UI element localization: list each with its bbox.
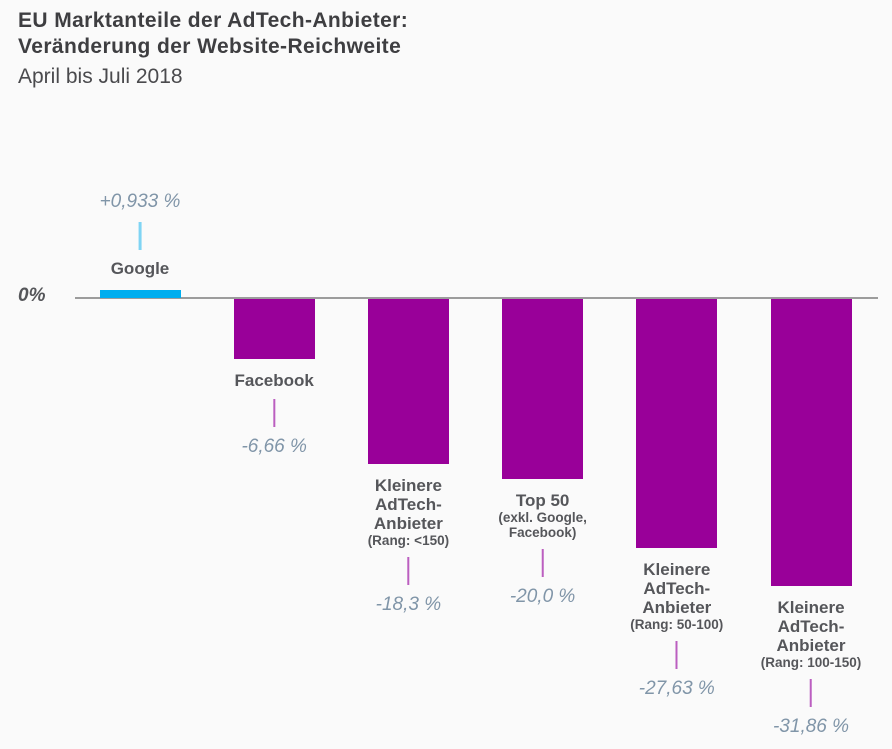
bar-label: Facebook	[234, 371, 314, 390]
value-connector-line	[675, 641, 678, 669]
annotation-google: +0,933 % Google	[100, 191, 181, 278]
bar-label: Anbieter	[776, 636, 846, 655]
bar-sublabel: (Rang: 50-100)	[630, 617, 724, 632]
bar-label: Top 50	[515, 491, 570, 510]
bar-sublabel: (exkl. Google,	[498, 510, 587, 525]
bar-value-label: -27,63 %	[638, 678, 715, 699]
annotation-top-50-exkl-google-facebook: Top 50 (exkl. Google, Facebook) -20,0 %	[498, 491, 587, 608]
bar-label: Anbieter	[373, 514, 443, 533]
bar-label: AdTech-	[375, 495, 442, 514]
chart-header: EU Marktanteile der AdTech-Anbieter: Verä…	[18, 8, 408, 89]
bar-label: Google	[110, 259, 170, 278]
bar-top-50-exkl-google-facebook	[502, 299, 583, 479]
value-connector-line	[407, 557, 410, 585]
bar-value-label: +0,933 %	[99, 191, 181, 212]
bar-label: Anbieter	[642, 598, 712, 617]
bar-value-label: -20,0 %	[509, 586, 576, 607]
bar-label: Kleinere	[777, 598, 845, 617]
value-connector-line	[273, 399, 276, 427]
chart-title: EU Marktanteile der AdTech-Anbieter: Verä…	[18, 8, 408, 60]
chart-title-line2: Veränderung der Website-Reichweite	[18, 35, 402, 58]
zero-axis-line	[75, 297, 878, 299]
annotation-facebook: Facebook -6,66 %	[235, 371, 314, 458]
bar-kleinere-adtech-anbieter-rang-100-150	[771, 299, 852, 586]
value-connector-line	[541, 549, 544, 577]
bar-sublabel: Facebook)	[508, 525, 577, 540]
bar-sublabel: (Rang: 100-150)	[760, 655, 862, 670]
bar-label: AdTech-	[643, 579, 711, 598]
bar-google	[100, 290, 181, 298]
bar-value-label: -31,86 %	[772, 716, 850, 737]
bar-kleinere-adtech-anbieter-rang-50-100	[636, 299, 717, 548]
annotation-kleinere-adtech-anbieter-rang-100-150: Kleinere AdTech- Anbieter (Rang: 100-150) -3…	[761, 598, 862, 738]
zero-axis-label: 0%	[18, 285, 46, 306]
chart-title-line1: EU Marktanteile der AdTech-Anbieter:	[18, 9, 409, 32]
bar-sublabel: (Rang: <150)	[367, 533, 450, 548]
bar-label: Kleinere	[374, 476, 442, 495]
bar-label: AdTech-	[777, 617, 845, 636]
bar-value-label: -6,66 %	[241, 436, 307, 457]
bar-label: Kleinere	[643, 560, 711, 579]
annotation-kleinere-adtech-anbieter-rang-150: Kleinere AdTech- Anbieter (Rang: <150) -18,3…	[368, 476, 449, 616]
bar-value-label: -18,3 %	[375, 594, 442, 615]
chart-subtitle: April bis Juli 2018	[18, 65, 183, 88]
value-connector-line	[809, 679, 812, 707]
bar-facebook	[234, 299, 315, 359]
annotation-kleinere-adtech-anbieter-rang-50-100: Kleinere AdTech- Anbieter (Rang: 50-100) -27…	[630, 560, 723, 700]
bar-kleinere-adtech-anbieter-rang-150	[368, 299, 449, 464]
value-connector-line	[138, 222, 142, 250]
